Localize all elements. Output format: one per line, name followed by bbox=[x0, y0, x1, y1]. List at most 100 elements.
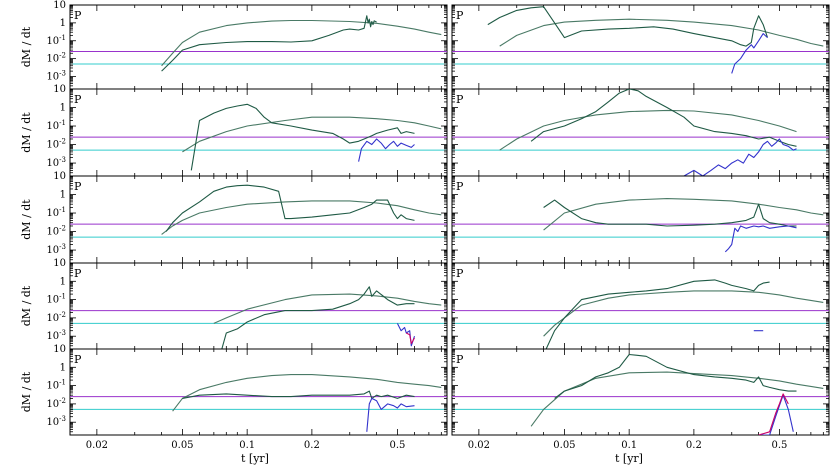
series-late_alt-line bbox=[758, 393, 789, 435]
x-tick-label: 0.02 bbox=[86, 440, 108, 451]
panel-series-group bbox=[487, 6, 824, 74]
x-tick-label: 0.02 bbox=[468, 440, 490, 451]
y-tick-exponent: -3 bbox=[59, 243, 66, 251]
y-tick-label: 1 bbox=[60, 103, 66, 114]
y-tick-label: 10-2 bbox=[46, 311, 66, 324]
y-tick-label: 10-1 bbox=[46, 379, 66, 392]
panel-label: P bbox=[456, 353, 464, 366]
y-tick-exponent: -1 bbox=[59, 119, 66, 127]
panel-series-group bbox=[530, 353, 824, 435]
panel-series-group bbox=[499, 89, 797, 176]
y-tick-label: 10-2 bbox=[46, 397, 66, 410]
series-late-line bbox=[724, 225, 797, 253]
y-tick-label: 1 bbox=[60, 362, 66, 373]
y-tick-label: 10-2 bbox=[46, 225, 66, 238]
series-detailed-line bbox=[221, 286, 415, 349]
y-tick-exponent: -2 bbox=[59, 52, 66, 60]
x-tick-label: 0.2 bbox=[686, 440, 702, 451]
y-tick-exponent: -2 bbox=[59, 138, 66, 146]
y-axis-title: dM / dt bbox=[20, 199, 33, 240]
y-tick-label: 10-2 bbox=[46, 138, 66, 151]
y-axis-title: dM / dt bbox=[20, 371, 33, 412]
panel-series-group bbox=[543, 198, 824, 253]
panel-label: P bbox=[456, 180, 464, 193]
series-detailed-line bbox=[543, 199, 797, 227]
y-tick-exponent: -3 bbox=[59, 415, 66, 423]
series-late-line bbox=[731, 33, 768, 74]
panel-frame bbox=[69, 4, 448, 90]
y-tick-label: 10-3 bbox=[46, 156, 66, 169]
series-smooth-line bbox=[161, 200, 442, 235]
series-detailed-line bbox=[161, 15, 377, 72]
y-tick-label: 10-3 bbox=[46, 243, 66, 256]
x-tick-label: 0.1 bbox=[621, 440, 637, 451]
y-tick-label: 10-3 bbox=[46, 415, 66, 428]
series-smooth-line bbox=[499, 18, 824, 47]
panel-3: P 10-3 10-2 10-1 1 10 dM / dt bbox=[20, 84, 448, 177]
panel-7: P 10-3 10-2 10-1 1 10 dM / dt bbox=[20, 258, 448, 350]
panel-frame bbox=[69, 175, 448, 264]
y-tick-label: 10-2 bbox=[46, 52, 66, 65]
y-tick-exponent: -2 bbox=[59, 397, 66, 405]
panel-frame bbox=[451, 262, 830, 350]
y-tick-exponent: -1 bbox=[59, 293, 66, 301]
series-smooth-line bbox=[182, 116, 442, 153]
series-late-line bbox=[366, 397, 415, 432]
y-tick-exponent: -1 bbox=[59, 34, 66, 42]
panel-1: P 10-3 10-2 10-1 1 10 dM / dt bbox=[20, 0, 448, 90]
panel-label: P bbox=[74, 93, 82, 106]
panel-label: P bbox=[74, 353, 82, 366]
panel-5: P 10-3 10-2 10-1 1 10 dM / dt bbox=[20, 171, 448, 264]
y-tick-label: 10-1 bbox=[46, 293, 66, 306]
y-tick-label: 10 bbox=[53, 344, 66, 355]
panel-frame bbox=[451, 88, 830, 177]
series-late-line bbox=[758, 394, 794, 435]
series-late-line bbox=[683, 138, 797, 176]
series-smooth-line bbox=[543, 290, 824, 337]
panel-label: P bbox=[456, 93, 464, 106]
series-smooth-line bbox=[213, 293, 442, 324]
panel-label: P bbox=[74, 180, 82, 193]
x-axis-title: t [yr] bbox=[615, 452, 643, 465]
panel-label: P bbox=[74, 9, 82, 22]
series-smooth-line bbox=[161, 19, 442, 67]
y-axis-title: dM / dt bbox=[20, 26, 33, 67]
x-tick-label: 0.5 bbox=[771, 440, 787, 451]
panel-series-group bbox=[172, 374, 442, 432]
y-tick-label: 10-1 bbox=[46, 206, 66, 219]
y-tick-exponent: -1 bbox=[59, 379, 66, 387]
y-tick-label: 10 bbox=[53, 84, 66, 95]
panel-frame bbox=[451, 348, 830, 436]
panel-frame bbox=[69, 348, 448, 436]
x-tick-label: 0.5 bbox=[389, 440, 405, 451]
panel-series-group bbox=[213, 286, 442, 349]
series-detailed-line bbox=[190, 103, 415, 171]
panel-label: P bbox=[456, 267, 464, 280]
series-detailed-line bbox=[487, 6, 769, 47]
series-detailed-line bbox=[554, 353, 797, 399]
series-detailed-line bbox=[530, 89, 797, 147]
series-late-line bbox=[358, 138, 415, 162]
panel-6: P bbox=[451, 175, 830, 264]
y-tick-label: 1 bbox=[60, 276, 66, 287]
y-tick-label: 10-1 bbox=[46, 119, 66, 132]
y-tick-label: 10-3 bbox=[46, 70, 66, 83]
series-detailed-line bbox=[545, 279, 770, 349]
panel-frame bbox=[69, 88, 448, 177]
y-tick-label: 10 bbox=[53, 0, 66, 11]
series-smooth-line bbox=[543, 198, 824, 231]
panel-series-group bbox=[161, 184, 442, 235]
y-tick-exponent: -1 bbox=[59, 206, 66, 214]
y-tick-label: 10-1 bbox=[46, 34, 66, 47]
y-tick-label: 10 bbox=[53, 171, 66, 182]
panel-frame bbox=[451, 4, 830, 90]
panel-label: P bbox=[456, 9, 464, 22]
y-tick-exponent: -3 bbox=[59, 70, 66, 78]
panel-8: P bbox=[451, 262, 830, 350]
y-axis-title: dM / dt bbox=[20, 112, 33, 153]
y-tick-label: 1 bbox=[60, 190, 66, 201]
panel-9: P 10-3 10-2 10-1 1 10 dM / dt 0.02 0.05 0.1 0.2 0.5 bbox=[20, 344, 448, 451]
series-smooth-line bbox=[172, 374, 442, 412]
y-axis-title: dM / dt bbox=[20, 285, 33, 326]
